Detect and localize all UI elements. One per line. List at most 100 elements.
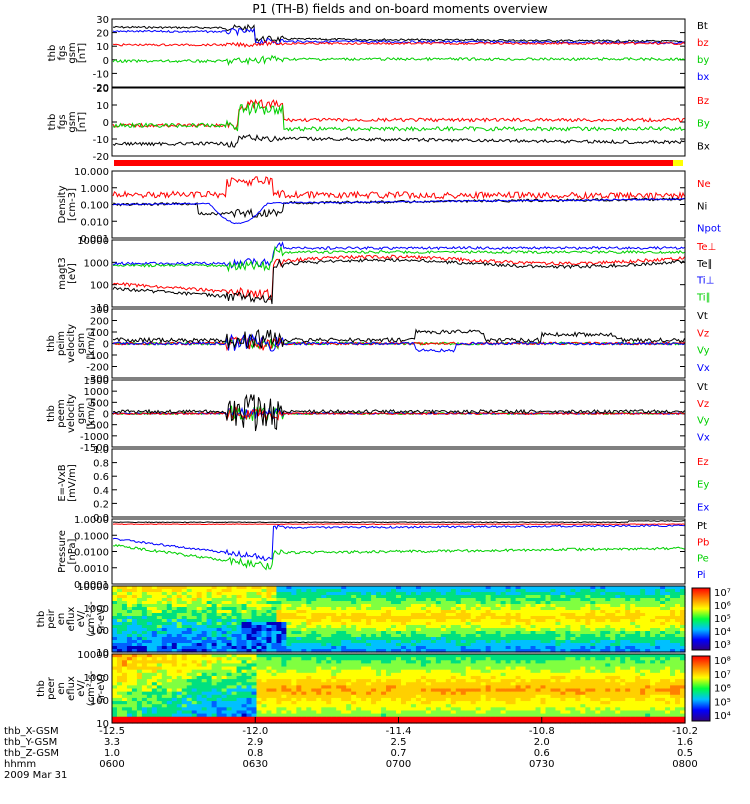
xaxis-row-label: thb_Z-GSM xyxy=(4,748,59,759)
ytick-label: 300 xyxy=(90,305,109,316)
ytick-label: 0 xyxy=(103,410,109,421)
ytick-label: 1000 xyxy=(84,258,109,269)
xaxis-row-value: 2.9 xyxy=(247,737,263,748)
legend-vy: Vy xyxy=(697,416,710,427)
xaxis-row-value: 0700 xyxy=(386,759,411,770)
ytick-label: 0.100 xyxy=(80,201,109,212)
ylabel-temperature: [eV] xyxy=(67,263,78,284)
panel-frame-fgs-comp xyxy=(112,88,685,156)
series-bt xyxy=(113,25,685,42)
xaxis-row-value: 0.7 xyxy=(391,748,407,759)
series-pb xyxy=(113,524,685,525)
ytick-label: -10 xyxy=(93,69,109,80)
legend-vt: Vt xyxy=(697,311,708,322)
xaxis-row-value: 2.5 xyxy=(391,737,407,748)
colorbar-label: 10³ xyxy=(714,640,731,651)
ytick-label: 1.0 xyxy=(93,445,109,456)
series-ni xyxy=(113,198,685,217)
legend-vz: Vz xyxy=(697,399,709,410)
xaxis-row-value: -12.0 xyxy=(242,726,268,737)
ylabel-fgs-mag: [nT] xyxy=(77,43,88,63)
series-ne xyxy=(113,177,685,199)
ytick-label: 100 xyxy=(90,281,109,292)
series-vt xyxy=(113,330,685,349)
series-pi xyxy=(113,525,685,561)
ytick-label: 0 xyxy=(103,56,109,67)
ytick-label: 0.0010 xyxy=(74,564,109,575)
ytick-label: -10 xyxy=(93,135,109,146)
ylabel-efield: [mV/m] xyxy=(67,464,78,502)
xaxis-row-value: 0800 xyxy=(672,759,697,770)
legend-vz: Vz xyxy=(697,328,709,339)
legend-vx: Vx xyxy=(697,432,710,443)
ytick-label: -1000 xyxy=(80,432,109,443)
xaxis-row-label: hhmm xyxy=(4,759,36,770)
ytick-label: 1.000 xyxy=(80,184,109,195)
panel-frame-fgs-mag xyxy=(112,19,685,87)
series-bx-comp xyxy=(113,135,685,147)
series-npot xyxy=(113,199,685,224)
legend-vt: Vt xyxy=(697,382,708,393)
ytick-label: 30 xyxy=(96,15,109,26)
legend-pb: Pb xyxy=(697,537,709,548)
series-bx xyxy=(113,29,685,45)
series-pt xyxy=(113,521,685,523)
ytick-label: 10.000 xyxy=(74,167,109,178)
ylabel-peer-spec: sr-eV) xyxy=(96,674,107,703)
xaxis-row-value: 1.0 xyxy=(104,748,120,759)
ylabel-density: [cm-3] xyxy=(67,188,78,221)
xaxis-row-label: thb_Y-GSM xyxy=(4,737,57,748)
xaxis-row-value: 0.6 xyxy=(534,748,550,759)
legend-by: By xyxy=(697,119,710,130)
ytick-label: 0.010 xyxy=(80,217,109,228)
ytick-label: 1500 xyxy=(84,376,109,387)
chart-title: P1 (TH-B) fields and on-board moments ov… xyxy=(252,2,548,16)
legend-by: by xyxy=(697,55,709,66)
legend-bx: Bx xyxy=(697,141,710,152)
ytick-label: 0.2 xyxy=(93,499,109,510)
ytick-label: -20 xyxy=(93,152,109,163)
ytick-label: 0.4 xyxy=(93,486,109,497)
legend-ne: Ne xyxy=(697,179,711,190)
ytick-label: 20 xyxy=(96,84,109,95)
legend-ni: Ni xyxy=(697,201,707,212)
panel-frame-density xyxy=(112,171,685,238)
colorbar-peir-spec xyxy=(692,588,710,650)
colorbar-peer-spec xyxy=(692,656,710,721)
panel-frame-temperature xyxy=(112,240,685,307)
ytick-label: 10000 xyxy=(77,582,109,593)
ylabel-peem-vel: [km/s] xyxy=(86,397,97,429)
ytick-label: 0 xyxy=(103,118,109,129)
ytick-label: 10 xyxy=(96,42,109,53)
legend-ti⊥: Ti⊥ xyxy=(696,276,714,287)
legend-bx: bx xyxy=(697,72,709,83)
ytick-label: 200 xyxy=(90,317,109,328)
ylabel-peir-spec: sr-eV) xyxy=(96,604,107,633)
legend-ey: Ey xyxy=(697,480,709,491)
ytick-label: 1000 xyxy=(84,387,109,398)
legend-te∥: Te∥ xyxy=(696,259,713,270)
series-ti-perp xyxy=(113,243,685,268)
ytick-label: 0.1000 xyxy=(74,531,109,542)
xaxis-row-value: 0.5 xyxy=(677,748,693,759)
legend-vy: Vy xyxy=(697,346,710,357)
ytick-label: -200 xyxy=(86,363,109,374)
ytick-label: 0.8 xyxy=(93,459,109,470)
legend-ez: Ez xyxy=(697,457,709,468)
ytick-label: 0.6 xyxy=(93,472,109,483)
xaxis-row-value: 3.3 xyxy=(104,737,120,748)
colorbar-label: 10⁵ xyxy=(714,614,731,625)
series-by-comp xyxy=(113,102,685,131)
legend-bz: bz xyxy=(697,38,709,49)
colorbar-label: 10⁶ xyxy=(714,684,731,695)
panel-frame-efield xyxy=(112,449,685,517)
orbit-bar-end xyxy=(673,160,683,166)
xaxis-row-value: -11.4 xyxy=(386,726,412,737)
ytick-label: 10000 xyxy=(77,236,109,247)
colorbar-label: 10⁶ xyxy=(714,601,731,612)
xaxis-row-value: -12.5 xyxy=(99,726,125,737)
xaxis-row-value: 0.8 xyxy=(247,748,263,759)
colorbar-label: 10⁴ xyxy=(714,711,731,722)
